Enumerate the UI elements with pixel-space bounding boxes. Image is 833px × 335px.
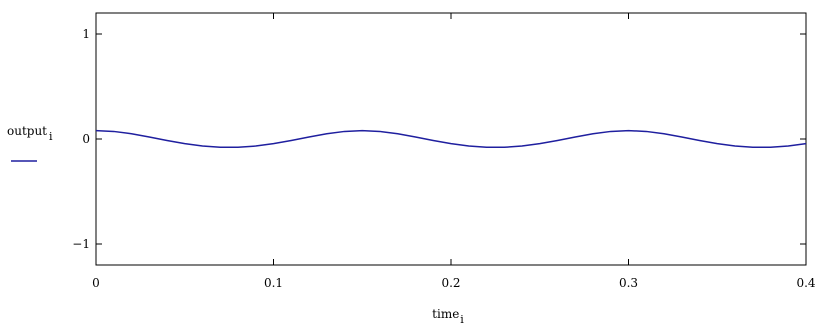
y-axis-label-subscript: i xyxy=(49,130,53,143)
y-tick-label: 0 xyxy=(82,132,90,146)
y-tick-label: 1 xyxy=(82,27,90,41)
series-line xyxy=(95,129,807,149)
tick-labels: −1 0 1 0 0.1 0.2 0.3 0.4 xyxy=(72,27,816,290)
plot-frame xyxy=(95,12,807,266)
x-axis-label: timei xyxy=(432,307,464,326)
x-tick-label: 0.3 xyxy=(619,276,638,290)
y-axis-label: output i xyxy=(7,124,53,143)
tick-marks xyxy=(95,13,807,265)
x-tick-label: 0 xyxy=(92,276,100,290)
x-tick-label: 0.1 xyxy=(264,276,283,290)
y-tick-label: −1 xyxy=(72,237,90,251)
x-tick-label: 0.2 xyxy=(441,276,460,290)
x-axis-label-main: time xyxy=(432,307,459,321)
x-tick-label: 0.4 xyxy=(796,276,815,290)
x-axis-label-subscript: i xyxy=(460,313,464,326)
series-group xyxy=(95,129,807,149)
y-axis-label-main: output xyxy=(7,124,47,138)
